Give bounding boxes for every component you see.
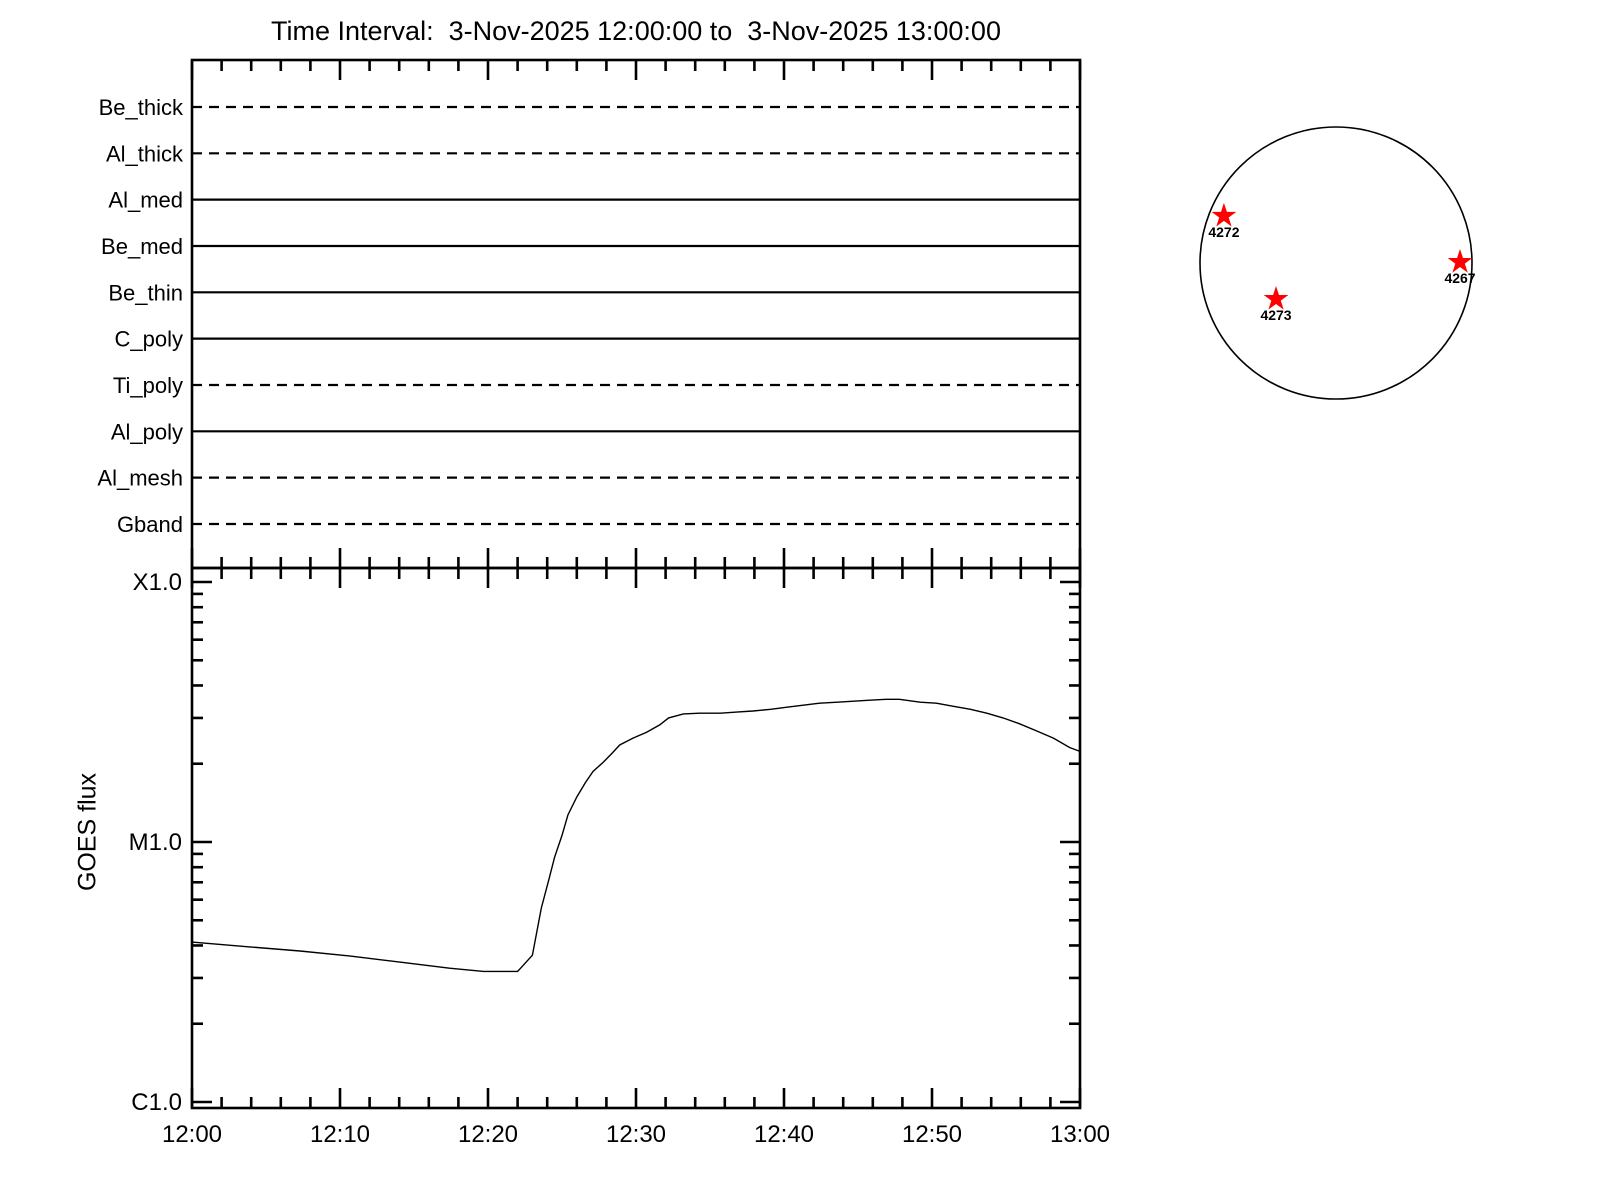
xtick-label-12:10: 12:10 bbox=[310, 1121, 370, 1148]
flux-axis-ticks bbox=[192, 580, 1080, 1104]
page-title: Time Interval: 3-Nov-2025 12:00:00 to 3-… bbox=[271, 16, 1001, 46]
active-region-star-4267 bbox=[1447, 249, 1473, 273]
filter-label-Be_med: Be_med bbox=[101, 234, 183, 259]
filter-label-Al_thick: Al_thick bbox=[106, 141, 184, 166]
xtick-label-12:30: 12:30 bbox=[606, 1121, 666, 1148]
xtick-label-12:00: 12:00 bbox=[162, 1121, 222, 1148]
filter-timeline-panel bbox=[190, 58, 1082, 570]
ytick-label-M1.0: M1.0 bbox=[129, 829, 182, 856]
xtick-label-12:50: 12:50 bbox=[902, 1121, 962, 1148]
active-region-star-4273 bbox=[1263, 286, 1289, 310]
goes-flux-curve bbox=[191, 698, 1081, 973]
filter-label-Al_poly: Al_poly bbox=[111, 419, 183, 444]
solar-disk-panel: 4272 4267 4273 bbox=[1199, 126, 1476, 400]
active-region-star-4272 bbox=[1211, 202, 1237, 227]
filter-label-Al_mesh: Al_mesh bbox=[97, 466, 183, 491]
filter-label-Ti_poly: Ti_poly bbox=[113, 373, 183, 398]
xtick-label-13:00: 13:00 bbox=[1050, 1121, 1110, 1148]
ytick-label-C1.0: C1.0 bbox=[131, 1089, 182, 1116]
active-region-label-4267: 4267 bbox=[1444, 270, 1475, 286]
filter-label-C_poly: C_poly bbox=[115, 327, 183, 352]
filter-rows: Be_thick Al_thick Al_med Be_med Be_thin C_pol… bbox=[97, 95, 1080, 537]
filter-label-Gband: Gband bbox=[117, 512, 183, 537]
filter-label-Be_thin: Be_thin bbox=[108, 280, 183, 305]
active-region-label-4272: 4272 bbox=[1208, 224, 1239, 240]
solar-limb-circle bbox=[1199, 126, 1473, 400]
xtick-label-12:40: 12:40 bbox=[754, 1121, 814, 1148]
time-axis-ticks bbox=[190, 60, 1082, 1108]
goes-flux-panel bbox=[190, 566, 1082, 1110]
active-region-label-4273: 4273 bbox=[1260, 307, 1291, 323]
filter-label-Al_med: Al_med bbox=[108, 188, 183, 213]
filter-label-Be_thick: Be_thick bbox=[99, 95, 184, 120]
ytick-label-X1.0: X1.0 bbox=[133, 569, 182, 596]
xtick-label-12:20: 12:20 bbox=[458, 1121, 518, 1148]
